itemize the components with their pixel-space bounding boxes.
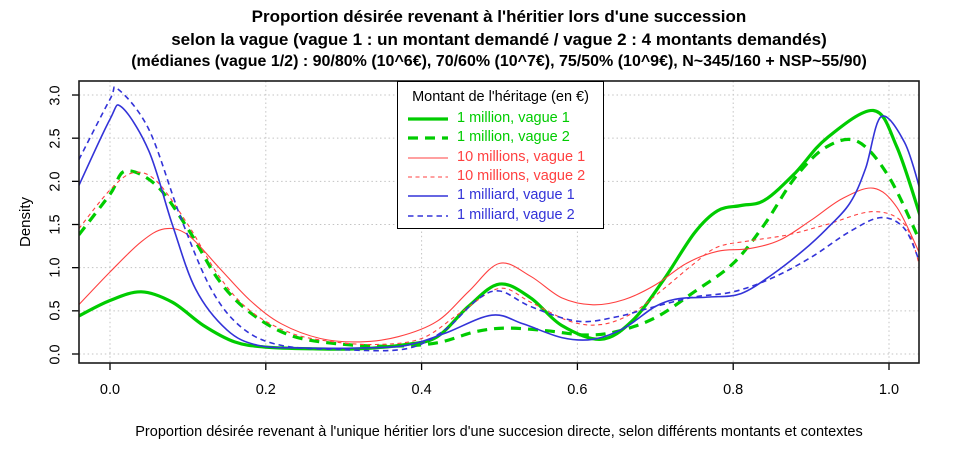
curve-1-milliard-vague-1 bbox=[79, 104, 919, 350]
x-tick-label: 0.6 bbox=[567, 382, 588, 398]
y-tick-label: 0.5 bbox=[47, 300, 64, 321]
curves bbox=[79, 85, 919, 352]
legend-entry-label: 1 milliard, vague 1 bbox=[457, 187, 575, 204]
curve-1-million-vague-2 bbox=[79, 137, 919, 348]
y-tick-label: 3.0 bbox=[47, 84, 64, 106]
chart-title: Proportion désirée revenant à l'héritier… bbox=[251, 7, 747, 26]
y-tick-label: 2.0 bbox=[47, 171, 64, 192]
legend-entry: 10 millions, vague 2 bbox=[398, 167, 603, 186]
legend: Montant de l'héritage (en €) 1 million, … bbox=[397, 81, 604, 229]
legend-entry: 1 milliard, vague 1 bbox=[398, 186, 603, 205]
chart-subtitle: selon la vague (vague 1 : un montant dem… bbox=[171, 30, 827, 49]
legend-entry-label: 10 millions, vague 1 bbox=[457, 148, 586, 165]
legend-line-sample bbox=[408, 195, 448, 197]
legend-entry-label: 1 million, vague 1 bbox=[457, 110, 570, 126]
x-tick-label: 1.0 bbox=[878, 382, 900, 398]
y-tick-label: 2.5 bbox=[47, 128, 64, 149]
x-tick-label: 0.8 bbox=[723, 382, 744, 398]
x-tick-label: 0.4 bbox=[411, 382, 432, 398]
axis-ticks bbox=[72, 94, 890, 370]
legend-line-sample bbox=[408, 214, 448, 217]
x-tick-label: 0.2 bbox=[255, 382, 276, 398]
x-tick-label: 0.0 bbox=[99, 382, 121, 398]
y-tick-label: 1.0 bbox=[47, 257, 64, 278]
y-tick-label: 0.0 bbox=[47, 343, 64, 365]
legend-line-sample bbox=[408, 117, 448, 121]
legend-entry-label: 10 millions, vague 2 bbox=[457, 167, 586, 184]
y-axis-label: Density bbox=[17, 196, 34, 248]
chart-note: (médianes (vague 1/2) : 90/80% (10^6€), … bbox=[131, 53, 867, 70]
x-axis-label: Proportion désirée revenant à l'unique h… bbox=[135, 424, 863, 440]
legend-entry-label: 1 million, vague 2 bbox=[457, 129, 570, 146]
legend-title: Montant de l'héritage (en €) bbox=[412, 89, 589, 105]
y-tick-label: 1.5 bbox=[47, 214, 64, 235]
legend-entry: 1 million, vague 2 bbox=[398, 128, 603, 147]
title-block: Proportion désirée revenant à l'héritier… bbox=[39, 5, 959, 73]
legend-entry-label: 1 milliard, vague 2 bbox=[457, 206, 575, 223]
curve-10-millions-vague-2 bbox=[79, 171, 919, 346]
legend-entry: 10 millions, vague 1 bbox=[398, 148, 603, 167]
legend-line-sample bbox=[408, 176, 448, 178]
legend-entry: 1 milliard, vague 2 bbox=[398, 206, 603, 225]
legend-entry: 1 million, vague 1 bbox=[398, 109, 603, 128]
curve-1-million-vague-1 bbox=[79, 108, 919, 351]
legend-line-sample bbox=[408, 136, 448, 140]
legend-line-sample bbox=[408, 157, 448, 159]
